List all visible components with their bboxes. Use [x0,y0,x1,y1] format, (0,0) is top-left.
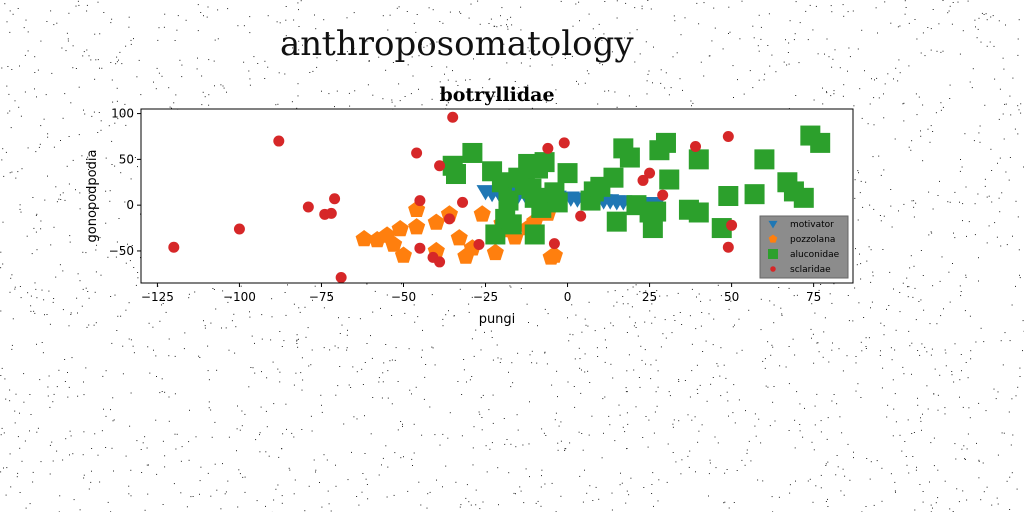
sclaridae-point [302,201,314,213]
aluconidae-point [547,192,568,213]
sclaridae-point [473,239,485,251]
aluconidae-point [603,167,624,188]
sclaridae-point [722,130,734,142]
aluconidae-point [754,149,775,170]
sclaridae-point [335,272,347,284]
aluconidae-point [793,187,814,208]
sclaridae-point [414,242,426,254]
pozzolana-point [486,243,504,261]
aluconidae-point [531,197,552,218]
x-tick-label: 75 [806,290,821,304]
sclaridae-point [233,223,245,235]
legend-marker-pozzolana [768,234,778,243]
y-tick-label: −50 [109,244,134,258]
aluconidae-point [688,149,709,170]
sclaridae-point [329,193,341,205]
legend-marker-sclaridae [770,266,776,272]
y-axis-label: gonopodpodia [85,150,100,243]
aluconidae-point [557,163,578,184]
sclaridae-point [443,213,455,225]
plot-area [168,111,831,284]
aluconidae-point [524,224,545,245]
legend-entry-motivator: motivator [790,220,834,230]
x-axis-label: pungi [479,312,516,327]
aluconidae-point [646,201,667,222]
sclaridae-point [644,167,656,179]
sclaridae-point [434,256,446,268]
sclaridae-point [558,137,570,149]
pozzolana-point [391,220,409,237]
y-axis-ticks: −50 0 50 100 [109,107,141,258]
sclaridae-point [434,160,446,172]
legend-entry-pozzolana: pozzolana [790,235,835,245]
sclaridae-point [542,142,554,154]
pozzolana-point [408,218,426,235]
pozzolana-point [545,246,563,263]
sclaridae-point [657,189,669,201]
sclaridae-point [726,219,738,231]
legend-marker-motivator [768,220,778,229]
pozzolana-point [385,235,403,252]
x-tick-label: −25 [473,290,498,304]
sclaridae-point [637,174,649,186]
series-sclaridae [168,111,738,284]
aluconidae-point [642,218,663,239]
x-tick-label: −50 [391,290,416,304]
y-tick-label: 50 [119,152,134,166]
sclaridae-point [411,147,423,159]
aluconidae-point [534,152,555,173]
aluconidae-point [810,132,831,153]
sclaridae-point [690,141,702,153]
x-tick-label: 25 [642,290,657,304]
sclaridae-point [722,241,734,253]
x-tick-label: −100 [223,290,256,304]
x-tick-label: −75 [309,290,334,304]
legend-marker-aluconidae [768,249,778,259]
sclaridae-point [457,196,469,208]
aluconidae-point [498,190,519,211]
aluconidae-point [462,142,483,163]
pozzolana-point [427,213,445,230]
series-aluconidae [442,125,831,245]
aluconidae-point [606,211,627,232]
aluconidae-point [445,164,466,185]
sclaridae-point [168,241,180,253]
legend-entry-aluconidae: aluconidae [790,250,840,260]
y-tick-label: 0 [126,198,134,212]
aluconidae-point [718,186,739,206]
chart-title: botryllidae [439,84,554,106]
x-axis-ticks: −125 −100 −75 −50 −25 0 25 50 75 [141,283,821,304]
aluconidae-point [485,224,506,245]
sclaridae-point [273,135,285,147]
x-tick-label: −125 [141,290,174,304]
sclaridae-point [325,207,337,219]
aluconidae-point [659,169,680,190]
x-tick-label: 0 [564,290,572,304]
aluconidae-point [619,147,640,168]
figure-suptitle: anthroposomatology [280,24,634,64]
pozzolana-point [355,230,373,247]
pozzolana-point [473,205,491,222]
legend-entry-sclaridae: sclaridae [790,265,831,275]
aluconidae-point [655,132,676,153]
sclaridae-point [575,210,587,222]
pozzolana-point [450,229,468,246]
aluconidae-point [501,214,522,235]
pozzolana-point [394,246,412,263]
sclaridae-point [548,238,560,250]
sclaridae-point [447,111,459,123]
x-tick-label: 50 [724,290,739,304]
aluconidae-point [744,184,765,205]
aluconidae-point [491,172,512,193]
legend: motivator pozzolana aluconidae sclaridae [759,215,849,279]
axes-frame [140,108,854,284]
y-tick-label: 100 [111,107,134,121]
sclaridae-point [414,195,426,207]
aluconidae-point [688,202,709,223]
